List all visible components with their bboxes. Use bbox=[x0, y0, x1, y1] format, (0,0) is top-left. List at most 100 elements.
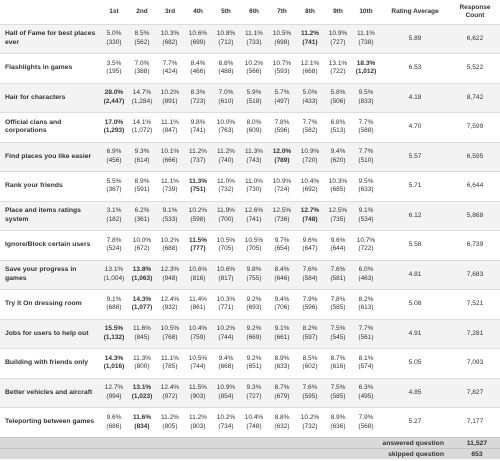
response-count-value: 6,644 bbox=[450, 171, 500, 201]
count-value: (620) bbox=[330, 156, 346, 164]
percent-value: 8.3% bbox=[190, 89, 206, 97]
rank-cell: 9.8% (741) bbox=[184, 112, 212, 142]
rank-cell: 9.4% (668) bbox=[212, 348, 240, 378]
table-row: Rank your friends 5.5% (367) 8.9% (591) 11.1%… bbox=[0, 171, 500, 201]
percent-value: 8.2% bbox=[358, 295, 374, 303]
percent-value: 10.9% bbox=[216, 384, 236, 392]
rank-cell: 10.3% (685) bbox=[324, 171, 352, 201]
rank-cell: 8.4% (466) bbox=[184, 53, 212, 83]
question-label: Ignore/Block certain users bbox=[0, 230, 100, 260]
rank-cell: 7.7% (510) bbox=[352, 141, 380, 172]
rank-cell: 7.9% (568) bbox=[352, 407, 380, 437]
percent-value: 9.6% bbox=[330, 236, 346, 244]
rank-cell: 13.8% (1,063) bbox=[128, 259, 156, 290]
count-value: (688) bbox=[162, 245, 178, 253]
count-value: (712) bbox=[218, 38, 234, 46]
count-value: (903) bbox=[190, 392, 206, 400]
question-label: Flashlights in games bbox=[0, 53, 100, 83]
response-count-value: 5,868 bbox=[450, 200, 500, 231]
percent-value: 10.6% bbox=[188, 30, 208, 38]
count-value: (789) bbox=[274, 156, 290, 164]
percent-value: 9.2% bbox=[246, 295, 262, 303]
rating-average-value: 4.85 bbox=[380, 377, 450, 408]
rank-cell: 8.9% (591) bbox=[128, 171, 156, 201]
rank-cell: 9.6% (647) bbox=[296, 230, 324, 260]
percent-value: 7.8% bbox=[330, 295, 346, 303]
percent-value: 7.7% bbox=[358, 118, 374, 126]
percent-value: 7.7% bbox=[358, 325, 374, 333]
rank-cell: 9.6% (644) bbox=[324, 230, 352, 260]
rank-cell: 11.1% (738) bbox=[352, 23, 380, 54]
count-value: (561) bbox=[358, 333, 374, 341]
rank-cell: 12.5% (735) bbox=[324, 200, 352, 231]
count-value: (744) bbox=[218, 333, 234, 341]
percent-value: 11.2% bbox=[189, 414, 207, 421]
table-row: Find places you like easier 6.9% (456) 9.3%… bbox=[0, 141, 500, 172]
count-value: (585) bbox=[330, 304, 346, 312]
percent-value: 7.0% bbox=[134, 59, 150, 67]
percent-value: 7.7% bbox=[162, 59, 178, 67]
count-value: (743) bbox=[246, 156, 262, 164]
count-value: (741) bbox=[190, 127, 206, 135]
rank-cell: 11.1% (739) bbox=[156, 171, 184, 201]
count-value: (195) bbox=[106, 68, 122, 76]
count-value: (1,284) bbox=[131, 97, 153, 105]
count-value: (668) bbox=[302, 68, 318, 76]
count-value: (705) bbox=[218, 245, 234, 253]
rank-cell: 8.8% (488) bbox=[212, 53, 240, 83]
count-value: (1,012) bbox=[355, 68, 377, 76]
count-value: (506) bbox=[330, 97, 346, 105]
percent-value: 11.1% bbox=[245, 30, 263, 38]
count-value: (698) bbox=[274, 38, 290, 46]
percent-value: 10.3% bbox=[328, 177, 348, 185]
percent-value: 6.9% bbox=[106, 148, 122, 156]
rank-cell: 5.0% (433) bbox=[296, 82, 324, 113]
percent-value: 10.9% bbox=[272, 177, 292, 185]
percent-value: 9.2% bbox=[246, 325, 262, 333]
count-value: (574) bbox=[358, 363, 374, 371]
rank-cell: 14.3% (1,077) bbox=[128, 289, 156, 319]
rank-cell: 10.5% (744) bbox=[184, 348, 212, 378]
count-value: (705) bbox=[246, 245, 262, 253]
rank-cell: 10.2% (566) bbox=[240, 53, 268, 83]
percent-value: 7.6% bbox=[302, 266, 318, 274]
percent-value: 8.9% bbox=[134, 177, 150, 185]
rank-cell: 9.3% (727) bbox=[240, 377, 268, 408]
count-value: (633) bbox=[274, 363, 290, 371]
percent-value: 11.2% bbox=[217, 148, 235, 156]
rank-cell: 18.3% (1,012) bbox=[352, 53, 380, 83]
percent-value: 9.8% bbox=[190, 118, 206, 126]
percent-value: 10.5% bbox=[188, 354, 208, 362]
count-value: (763) bbox=[218, 127, 234, 135]
rank-cell: 11.2% (803) bbox=[184, 407, 212, 437]
table-row: Better vehicles and aircraft 12.7% (994) 13… bbox=[0, 377, 500, 408]
count-value: (800) bbox=[134, 363, 150, 371]
percent-value: 10.3% bbox=[216, 295, 236, 303]
count-value: (644) bbox=[330, 245, 346, 253]
question-label: Try It On dressing room bbox=[0, 289, 100, 319]
percent-value: 9.3% bbox=[134, 148, 150, 156]
rank-cell: 6.9% (456) bbox=[100, 141, 128, 172]
question-label: Teleporting between games bbox=[0, 407, 100, 437]
table-row: Try It On dressing room 9.1% (688) 14.3% (1,… bbox=[0, 289, 500, 319]
percent-value: 12.7% bbox=[104, 384, 124, 392]
percent-value: 8.9% bbox=[330, 414, 346, 421]
percent-value: 8.8% bbox=[274, 414, 290, 421]
table-row: Jobs for users to help out 15.5% (1,132) 11… bbox=[0, 318, 500, 349]
rank-cell: 14.3% (1,016) bbox=[100, 348, 128, 378]
count-value: (734) bbox=[218, 422, 234, 430]
rank-cell: 7.6% (595) bbox=[296, 377, 324, 408]
skipped-question-row: skipped question 653 bbox=[0, 448, 500, 459]
rank-cell: 3.1% (182) bbox=[100, 200, 128, 231]
percent-value: 9.7% bbox=[274, 236, 290, 244]
percent-value: 6.8% bbox=[330, 118, 346, 126]
rank-cell: 10.6% (699) bbox=[184, 23, 212, 54]
count-value: (994) bbox=[106, 392, 122, 400]
count-value: (182) bbox=[106, 215, 122, 223]
count-value: (727) bbox=[330, 38, 346, 46]
rank-cell: 10.2% (688) bbox=[156, 230, 184, 260]
percent-value: 12.4% bbox=[160, 295, 180, 303]
count-value: (834) bbox=[134, 422, 150, 430]
skipped-question-value: 653 bbox=[471, 450, 483, 458]
rank-cell: 11.3% (743) bbox=[240, 141, 268, 172]
